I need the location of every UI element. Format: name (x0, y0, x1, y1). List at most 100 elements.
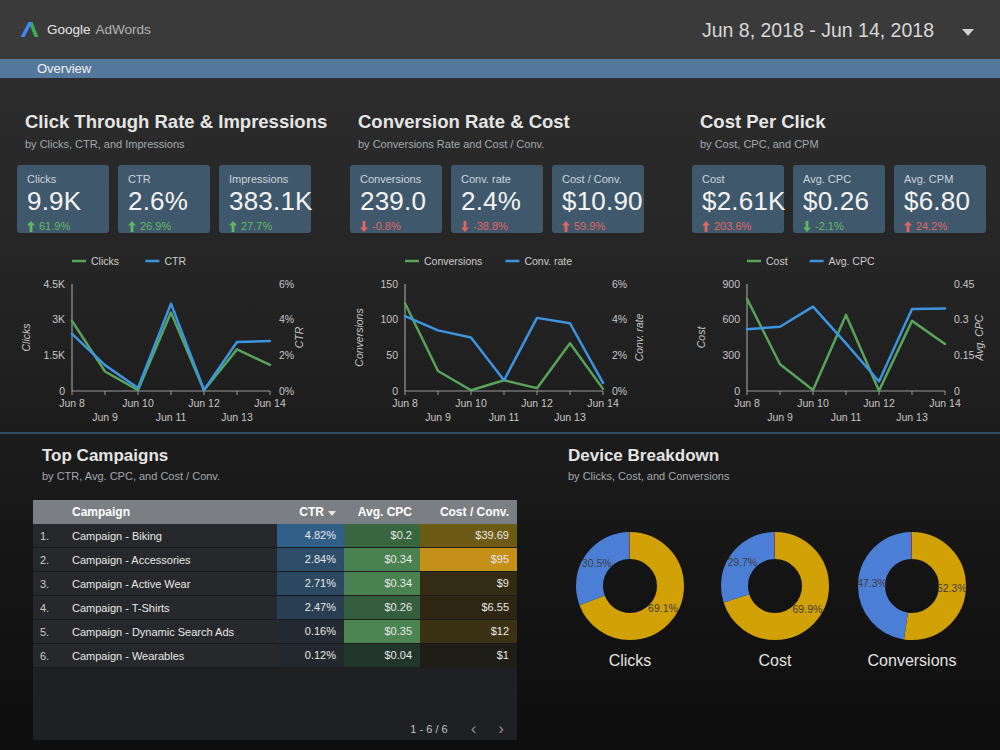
svg-text:0.3: 0.3 (954, 313, 969, 325)
scorecard-delta: -38.8% (461, 220, 533, 232)
column-campaign[interactable]: Campaign (72, 505, 277, 519)
arrow-up-icon (229, 221, 237, 232)
campaigns-table-rows: 1. Campaign - Biking 4.82% $0.2 $39.692.… (33, 524, 517, 668)
svg-text:69.1%: 69.1% (648, 602, 678, 614)
scorecard-delta: 24.2% (904, 220, 976, 232)
svg-text:0: 0 (954, 385, 960, 397)
svg-text:Jun 11: Jun 11 (156, 411, 187, 423)
svg-text:Jun 13: Jun 13 (896, 411, 928, 423)
svg-text:4%: 4% (279, 313, 294, 325)
svg-text:Jun 9: Jun 9 (425, 411, 451, 423)
scorecard-value: 2.6% (128, 186, 200, 217)
scorecard-value: 2.4% (461, 186, 533, 217)
campaigns-table: Campaign CTR Avg. CPC Cost / Conv. 1. Ca… (33, 500, 517, 740)
scorecard-label: Avg. CPC (803, 173, 875, 185)
svg-text:Jun 13: Jun 13 (554, 411, 586, 423)
scorecard: Cost $2.61K 203.6% (692, 165, 784, 233)
svg-text:Conv. rate: Conv. rate (524, 255, 572, 267)
pagination-range: 1 - 6 / 6 (410, 723, 447, 735)
svg-text:30.5%: 30.5% (582, 557, 612, 569)
cost-conv-cell: $95 (420, 548, 517, 571)
date-range-selector[interactable]: Jun 8, 2018 - Jun 14, 2018 (702, 19, 974, 42)
svg-text:Avg. CPC: Avg. CPC (829, 255, 875, 267)
svg-text:Conversions: Conversions (424, 255, 482, 267)
scorecard-delta: 203.6% (702, 220, 774, 232)
device-breakdown-title: Device Breakdown (568, 446, 719, 466)
svg-text:Jun 12: Jun 12 (188, 397, 220, 409)
svg-text:Jun 11: Jun 11 (831, 411, 862, 423)
svg-text:Jun 14: Jun 14 (929, 397, 961, 409)
arrow-up-icon (904, 221, 912, 232)
svg-text:3K: 3K (52, 313, 65, 325)
scorecard-value: 383.1K (229, 186, 301, 217)
line-chart: ClicksCTR01.5K3K4.5K0%2%4%6%ClicksCTRJun… (17, 248, 347, 433)
svg-text:600: 600 (722, 313, 740, 325)
overview-tab-bar: Overview (0, 59, 1000, 78)
row-index: 6. (33, 650, 72, 662)
svg-text:0.15: 0.15 (954, 349, 975, 361)
avg-cpc-cell: $0.34 (344, 572, 420, 595)
kpi-section: Cost Per Click by Cost, CPC, and CPM Cos… (692, 111, 1000, 233)
ctr-cell: 0.16% (277, 620, 344, 643)
pagination-prev-icon[interactable]: ‹ (460, 722, 488, 736)
top-campaigns-subtitle: by CTR, Avg. CPC, and Cost / Conv. (42, 470, 220, 482)
tab-overview[interactable]: Overview (37, 59, 117, 78)
sort-desc-icon (328, 511, 336, 516)
svg-text:150: 150 (380, 278, 398, 290)
scorecard-delta: 27.7% (229, 220, 301, 232)
svg-text:Cost: Cost (766, 255, 788, 267)
campaign-name: Campaign - Biking (72, 530, 277, 542)
svg-text:0%: 0% (612, 385, 627, 397)
kpi-section: Click Through Rate & Impressions by Clic… (17, 111, 347, 233)
svg-text:Jun 9: Jun 9 (767, 411, 793, 423)
scorecard-delta: -0.8% (360, 220, 432, 232)
column-avg-cpc[interactable]: Avg. CPC (344, 500, 420, 524)
arrow-down-icon (803, 221, 811, 232)
scorecard-label: Clicks (27, 173, 99, 185)
arrow-up-icon (128, 221, 136, 232)
scorecard: Conversions 239.0 -0.8% (350, 165, 442, 233)
svg-text:2%: 2% (279, 349, 294, 361)
kpi-section-title: Cost Per Click (700, 111, 1000, 133)
svg-text:Jun 10: Jun 10 (455, 397, 487, 409)
arrow-up-icon (27, 221, 35, 232)
svg-text:47.3%: 47.3% (857, 577, 887, 589)
svg-text:300: 300 (722, 349, 740, 361)
svg-text:6%: 6% (279, 278, 294, 290)
svg-text:Cost: Cost (695, 326, 707, 349)
svg-text:0: 0 (392, 385, 398, 397)
scorecard-value: $0.26 (803, 186, 875, 217)
top-campaigns-title: Top Campaigns (42, 446, 168, 466)
row-index: 3. (33, 578, 72, 590)
donut-chart: 52.3%47.3% (847, 521, 977, 651)
avg-cpc-cell: $0.35 (344, 620, 420, 643)
scorecard-value: $2.61K (702, 186, 774, 217)
svg-text:Jun 14: Jun 14 (587, 397, 619, 409)
campaign-name: Campaign - T-Shirts (72, 602, 277, 614)
svg-text:Avg. CPC: Avg. CPC (973, 314, 985, 361)
brand-google: Google (47, 22, 91, 37)
arrow-up-icon (562, 221, 570, 232)
row-index: 2. (33, 554, 72, 566)
table-row: 6. Campaign - Wearables 0.12% $0.04 $1 (33, 644, 517, 668)
ctr-cell: 4.82% (277, 524, 344, 547)
scorecard-label: Cost / Conv. (562, 173, 634, 185)
svg-text:0%: 0% (279, 385, 294, 397)
column-ctr[interactable]: CTR (277, 500, 344, 524)
pagination-next-icon[interactable]: › (487, 722, 515, 736)
donut-label: Cost (695, 652, 855, 670)
kpi-section-title: Conversion Rate & Cost (358, 111, 680, 133)
svg-text:2%: 2% (612, 349, 627, 361)
donut-chart: 69.9%29.7% (710, 521, 840, 651)
scorecard-delta: -2.1% (803, 220, 875, 232)
scorecard-value: $6.80 (904, 186, 976, 217)
arrow-down-icon (461, 221, 469, 232)
campaign-name: Campaign - Dynamic Search Ads (72, 626, 277, 638)
svg-text:Jun 8: Jun 8 (59, 397, 85, 409)
scorecard-value: $10.90 (562, 186, 634, 217)
column-cost-conv[interactable]: Cost / Conv. (420, 500, 517, 524)
svg-text:0: 0 (734, 385, 740, 397)
row-index: 1. (33, 530, 72, 542)
table-row: 2. Campaign - Accessories 2.84% $0.34 $9… (33, 548, 517, 572)
svg-text:100: 100 (380, 313, 398, 325)
